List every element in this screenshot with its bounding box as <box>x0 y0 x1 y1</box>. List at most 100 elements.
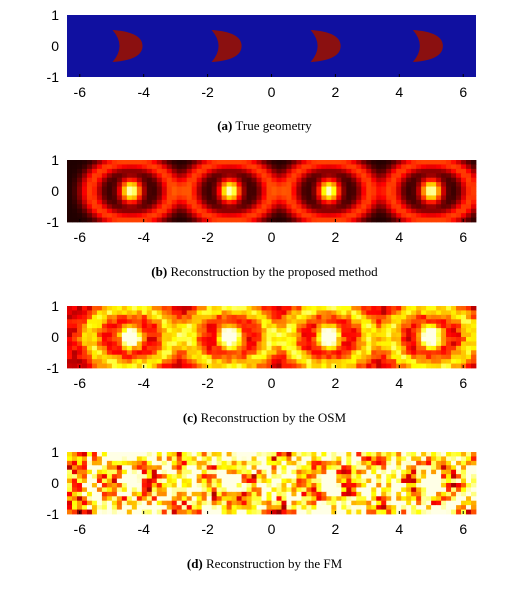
heatmap-cell <box>461 191 467 196</box>
heatmap-cell <box>71 452 78 457</box>
heatmap-cell <box>376 354 382 360</box>
heatmap-cell <box>386 478 392 484</box>
heatmap-cell <box>211 452 218 457</box>
heatmap-cell <box>106 306 113 311</box>
heatmap-cell <box>411 319 417 325</box>
heatmap-cell <box>446 332 452 338</box>
heatmap-cell <box>131 487 138 493</box>
heatmap-cell <box>376 465 382 471</box>
heatmap-cell <box>336 478 342 484</box>
heatmap-cell <box>311 177 317 183</box>
heatmap-cell <box>456 328 462 333</box>
heatmap-cell <box>271 217 277 223</box>
heatmap-cell <box>471 505 477 510</box>
heatmap-cell <box>366 491 372 497</box>
heatmap-cell <box>416 195 422 201</box>
heatmap-cell <box>276 456 282 462</box>
heatmap-cell <box>311 354 317 360</box>
heatmap-cell <box>191 496 198 502</box>
heatmap-cell <box>366 208 372 214</box>
heatmap-cell <box>181 177 188 183</box>
heatmap-cell <box>241 363 247 369</box>
heatmap-cell <box>466 509 472 515</box>
heatmap-cell <box>406 177 412 183</box>
heatmap-cell <box>306 359 312 364</box>
heatmap-cell <box>306 505 312 510</box>
heatmap-cell <box>256 168 262 174</box>
heatmap-cell <box>67 319 73 325</box>
heatmap-cell <box>131 456 138 462</box>
heatmap-cell <box>291 500 297 506</box>
heatmap-cell <box>426 363 432 369</box>
heatmap-cell <box>336 496 342 502</box>
heatmap-cell <box>201 182 208 187</box>
heatmap-cell <box>346 323 352 329</box>
heatmap-cell <box>156 483 163 488</box>
heatmap-cell <box>291 217 297 223</box>
heatmap-cell <box>316 359 322 364</box>
heatmap-cell <box>396 332 402 338</box>
y-tick-label: -1 <box>47 360 60 376</box>
heatmap-cell <box>471 359 477 364</box>
heatmap-cell <box>266 350 272 356</box>
heatmap-cell <box>246 465 252 471</box>
heatmap-cell <box>331 491 337 497</box>
heatmap-cell <box>331 509 337 515</box>
heatmap-cell <box>186 195 193 201</box>
heatmap-cell <box>146 328 153 333</box>
heatmap-cell <box>296 310 302 316</box>
heatmap-cell <box>321 363 327 369</box>
heatmap-cell <box>331 478 337 484</box>
heatmap-cell <box>67 505 73 510</box>
heatmap-cell <box>131 354 138 360</box>
heatmap-cell <box>76 474 83 479</box>
heatmap-cell <box>446 354 452 360</box>
heatmap-cell <box>186 452 193 457</box>
heatmap-cell <box>306 469 312 475</box>
heatmap-cell <box>291 168 297 174</box>
heatmap-cell <box>141 177 148 183</box>
heatmap-cell <box>236 500 242 506</box>
heatmap-cell <box>126 306 133 311</box>
heatmap-cell <box>271 359 277 364</box>
heatmap-cell <box>106 314 113 320</box>
heatmap-cell <box>446 306 452 311</box>
heatmap-cell <box>136 341 143 347</box>
heatmap-cell <box>106 328 113 333</box>
heatmap-cell <box>146 314 153 320</box>
heatmap-cell <box>146 505 153 510</box>
heatmap-cell <box>231 160 237 165</box>
heatmap-cell <box>141 496 148 502</box>
heatmap-cell <box>166 359 173 364</box>
heatmap-cell <box>86 182 93 187</box>
heatmap-cell <box>121 199 128 205</box>
heatmap-cell <box>86 345 93 351</box>
heatmap-cell <box>96 359 103 364</box>
heatmap-cell <box>131 505 138 510</box>
heatmap-cell <box>176 359 183 364</box>
heatmap-cell <box>181 160 188 165</box>
heatmap-cell <box>291 306 297 311</box>
heatmap-cell <box>251 452 257 457</box>
heatmap-cell <box>266 191 272 196</box>
heatmap-cell <box>406 199 412 205</box>
heatmap-cell <box>336 332 342 338</box>
heatmap-cell <box>366 500 372 506</box>
heatmap-cell <box>251 487 257 493</box>
heatmap-cell <box>126 491 133 497</box>
heatmap-cell <box>461 354 467 360</box>
heatmap-cell <box>331 314 337 320</box>
heatmap-cell <box>86 310 93 316</box>
heatmap-cell <box>316 483 322 488</box>
heatmap-cell <box>67 478 73 484</box>
heatmap-cell <box>201 323 208 329</box>
heatmap-cell <box>276 168 282 174</box>
heatmap-cell <box>371 460 377 466</box>
heatmap-cell <box>236 164 242 170</box>
heatmap-cell <box>271 323 277 329</box>
heatmap-cell <box>396 306 402 311</box>
heatmap-cell <box>461 306 467 311</box>
heatmap-cell <box>67 452 73 457</box>
heatmap-cell <box>366 496 372 502</box>
heatmap-cell <box>371 160 377 165</box>
